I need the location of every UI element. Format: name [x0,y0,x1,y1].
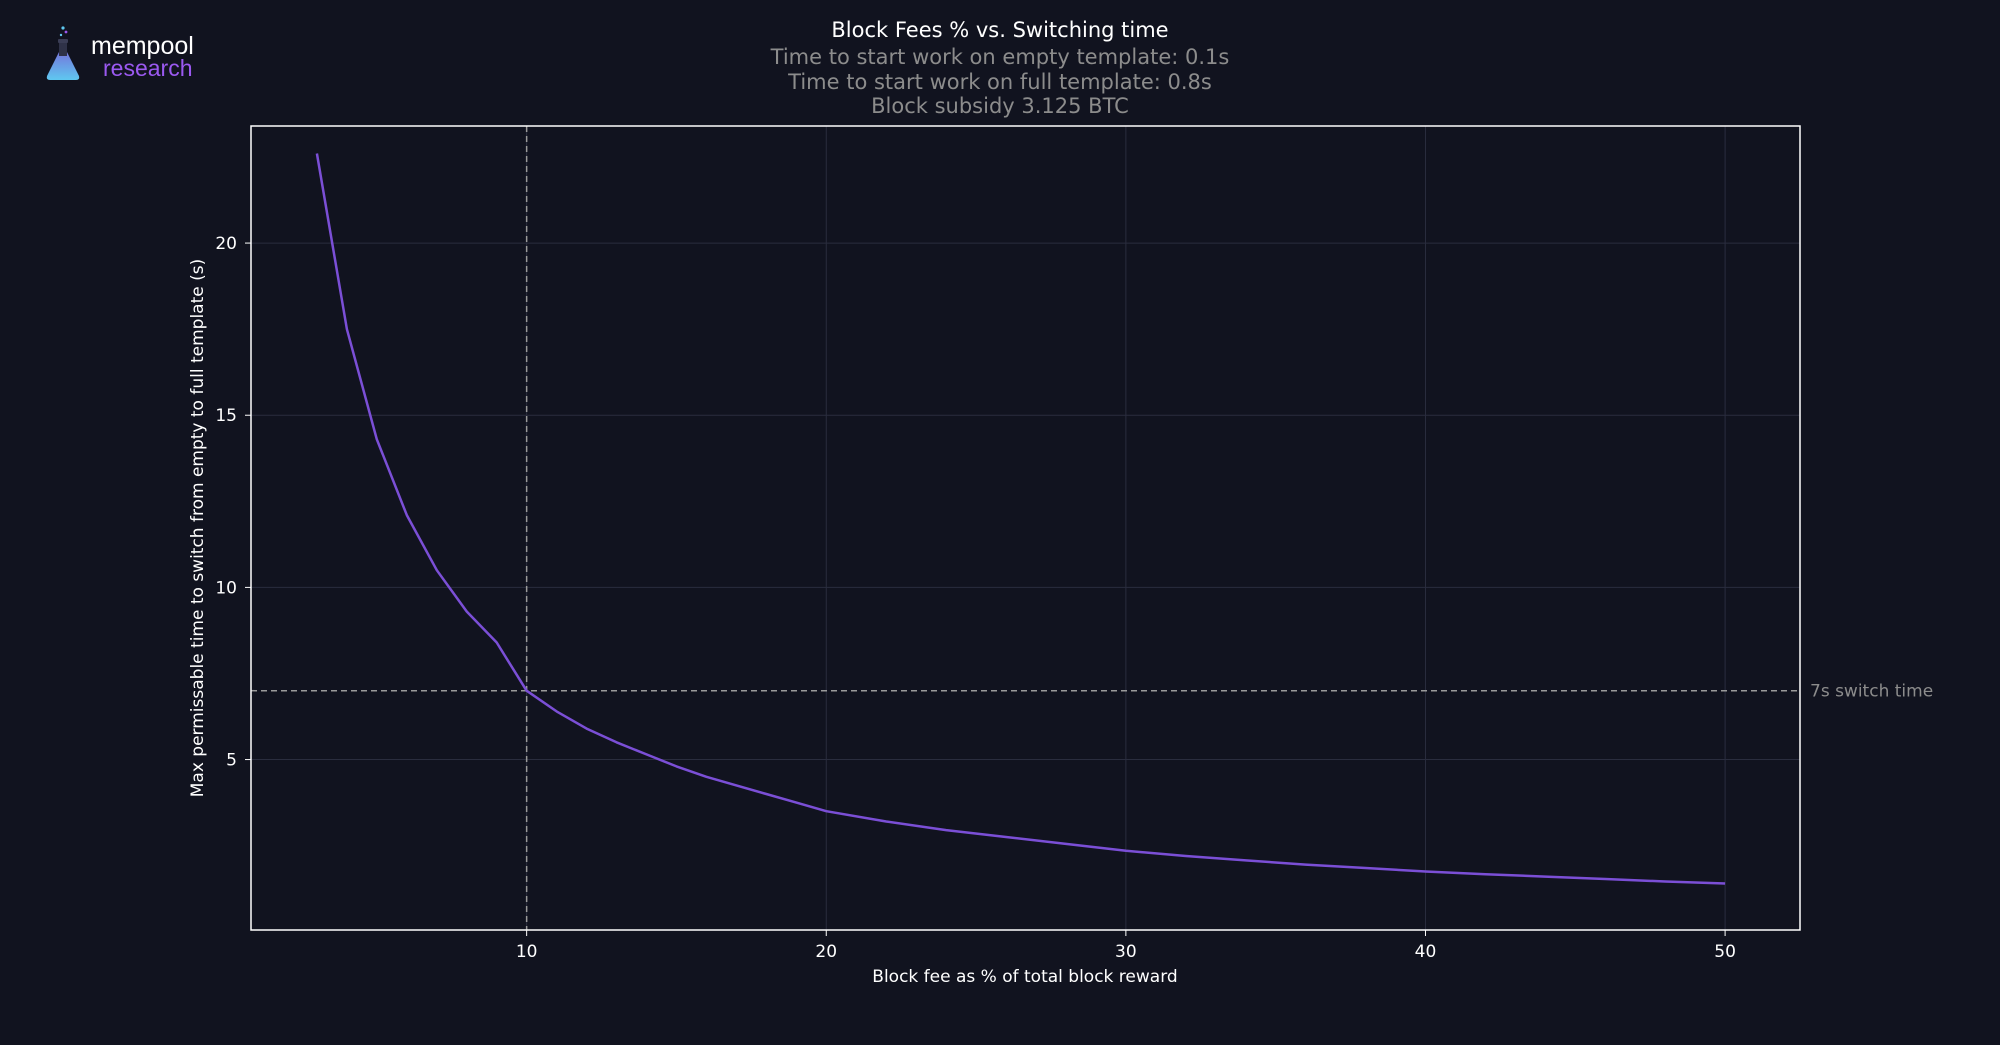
logo-word-research: research [103,55,192,81]
x-tick-labels: 10 20 30 40 50 [516,930,1736,962]
x-axis-label: Block fee as % of total block reward [872,967,1177,987]
reference-line-label: 7s switch time [1810,682,1933,702]
chart-title: Block Fees % vs. Switching time [831,18,1168,42]
x-tick-label: 30 [1115,942,1137,962]
logo-word-mempool: mempool [91,32,194,60]
series-layer [315,153,1726,885]
series-line [315,153,1726,885]
x-tick-label: 10 [516,942,538,962]
y-axis-label: Max permissable time to switch from empt… [188,259,208,798]
y-tick-label: 5 [226,751,237,771]
reference-lines: 7s switch time [251,126,1933,930]
chart-subtitle-line-2: Time to start work on full template: 0.8… [787,70,1212,94]
flask-icon [46,26,80,80]
x-tick-label: 20 [815,942,837,962]
y-tick-label: 10 [215,578,237,598]
y-tick-labels: 5 10 15 20 [215,234,251,771]
chart-subtitle-line-3: Block subsidy 3.125 BTC [871,94,1129,118]
plot-frame [250,125,1801,931]
x-tick-label: 50 [1714,942,1736,962]
x-tick-label: 40 [1415,942,1437,962]
mempool-research-logo: mempool research [46,26,194,81]
chart-subtitle-line-1: Time to start work on empty template: 0.… [770,45,1230,69]
y-tick-label: 15 [215,406,237,426]
gridlines [251,126,1800,930]
y-tick-label: 20 [215,234,237,254]
